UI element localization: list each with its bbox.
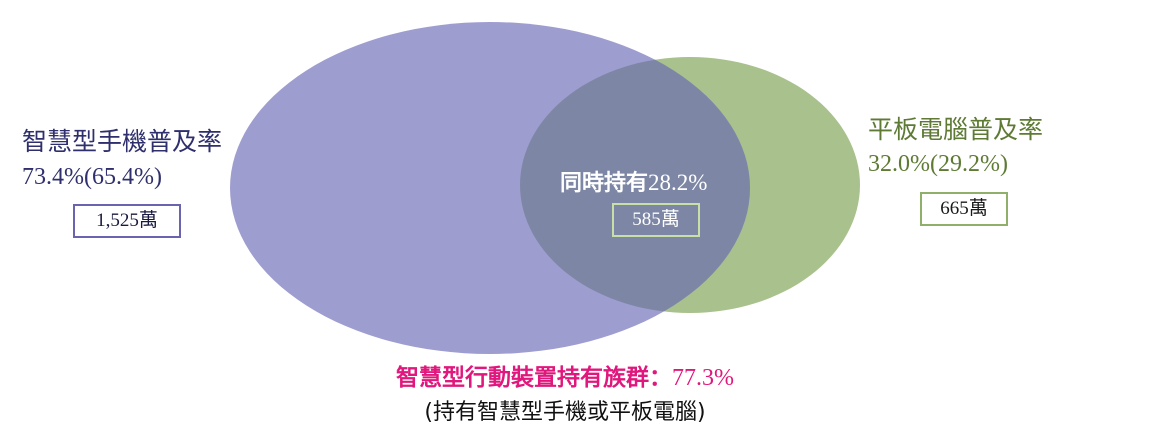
smartphone-rate: 73.4%(65.4%) (22, 164, 162, 190)
total-rate: 77.3% (672, 365, 734, 391)
tablet-count: 665萬 (920, 192, 1008, 226)
overlap-title: 同時持有 (560, 171, 649, 196)
tablet-rate: 32.0%(29.2%) (868, 151, 1008, 177)
overlap-region (520, 57, 750, 313)
smartphone-count: 1,525萬 (73, 204, 181, 238)
total-title: 智慧型行動裝置持有族群： (396, 365, 672, 391)
smartphone-title: 智慧型手機普及率 (22, 127, 223, 156)
total-note: (持有智慧型手機或平板電腦) (424, 400, 706, 425)
tablet-label: 平板電腦普及率 32.0%(29.2%) (868, 113, 1043, 181)
tablet-title: 平板電腦普及率 (868, 115, 1044, 144)
overlap-rate: 28.2% (648, 170, 708, 195)
overlap-label: 同時持有28.2% (560, 165, 760, 197)
total-label: 智慧型行動裝置持有族群：77.3% (0, 358, 1130, 392)
overlap-count: 585萬 (612, 203, 700, 237)
smartphone-label: 智慧型手機普及率 73.4%(65.4%) (22, 125, 232, 194)
